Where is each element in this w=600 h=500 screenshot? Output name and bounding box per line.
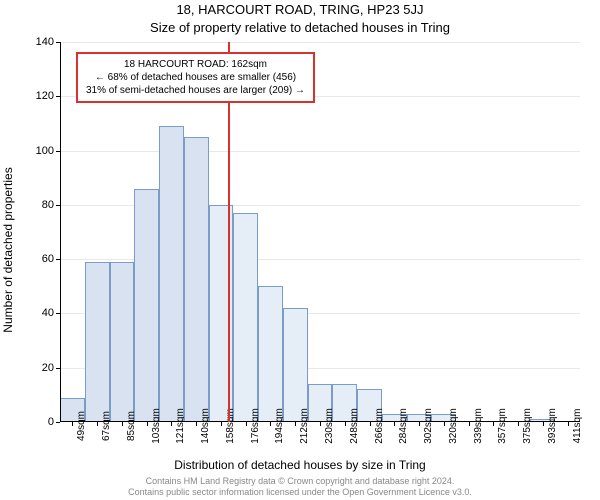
x-tick-label: 339sqm — [473, 408, 484, 444]
x-tick-label: 393sqm — [547, 408, 558, 444]
x-tick — [394, 422, 395, 426]
x-tick — [370, 422, 371, 426]
x-tick — [320, 422, 321, 426]
x-tick — [171, 422, 172, 426]
chart-container: 18, HARCOURT ROAD, TRING, HP23 5JJ Size … — [0, 0, 600, 500]
y-tick-label: 120 — [36, 90, 54, 102]
x-tick — [419, 422, 420, 426]
histogram-bar — [258, 286, 283, 422]
y-tick-label: 100 — [36, 145, 54, 157]
x-tick — [469, 422, 470, 426]
footer-line1: Contains HM Land Registry data © Crown c… — [0, 476, 600, 487]
callout-line2: ← 68% of detached houses are smaller (45… — [86, 71, 305, 84]
histogram-bar — [85, 262, 110, 422]
x-tick — [345, 422, 346, 426]
plot-area: 02040608010012014049sqm67sqm85sqm103sqm1… — [60, 42, 580, 422]
histogram-bar — [283, 308, 308, 422]
footer-line2: Contains public sector information licen… — [0, 487, 600, 498]
x-tick — [543, 422, 544, 426]
x-tick-label: 375sqm — [522, 408, 533, 444]
y-tick-label: 0 — [48, 416, 54, 428]
x-tick — [493, 422, 494, 426]
histogram-bar — [134, 189, 159, 422]
y-tick-label: 60 — [42, 253, 54, 265]
y-tick-label: 20 — [42, 362, 54, 374]
callout-box: 18 HARCOURT ROAD: 162sqm← 68% of detache… — [76, 52, 315, 103]
gridline — [60, 42, 580, 43]
x-tick — [147, 422, 148, 426]
x-tick — [568, 422, 569, 426]
histogram-bar — [110, 262, 135, 422]
x-tick — [444, 422, 445, 426]
x-tick — [518, 422, 519, 426]
x-tick-label: 357sqm — [497, 408, 508, 444]
y-axis-label: Number of detached properties — [1, 150, 15, 350]
x-tick-label: 320sqm — [448, 408, 459, 444]
x-tick — [72, 422, 73, 426]
x-tick — [295, 422, 296, 426]
chart-title-line2: Size of property relative to detached ho… — [0, 20, 600, 35]
y-tick — [56, 422, 60, 423]
x-tick — [196, 422, 197, 426]
x-tick — [270, 422, 271, 426]
y-tick-label: 40 — [42, 307, 54, 319]
x-tick — [221, 422, 222, 426]
x-tick — [122, 422, 123, 426]
x-axis-label: Distribution of detached houses by size … — [0, 458, 600, 472]
histogram-bar — [184, 137, 209, 422]
gridline — [60, 151, 580, 152]
x-tick — [246, 422, 247, 426]
callout-line1: 18 HARCOURT ROAD: 162sqm — [86, 58, 305, 71]
callout-line3: 31% of semi-detached houses are larger (… — [86, 84, 305, 97]
y-tick-label: 80 — [42, 199, 54, 211]
histogram-bar — [159, 126, 184, 422]
y-tick-label: 140 — [36, 36, 54, 48]
chart-title-line1: 18, HARCOURT ROAD, TRING, HP23 5JJ — [0, 2, 600, 17]
histogram-bar — [233, 213, 258, 422]
y-axis-line — [60, 42, 61, 422]
x-axis-line — [60, 421, 580, 422]
x-tick-label: 411sqm — [572, 409, 583, 444]
footer-attribution: Contains HM Land Registry data © Crown c… — [0, 476, 600, 498]
x-tick — [97, 422, 98, 426]
